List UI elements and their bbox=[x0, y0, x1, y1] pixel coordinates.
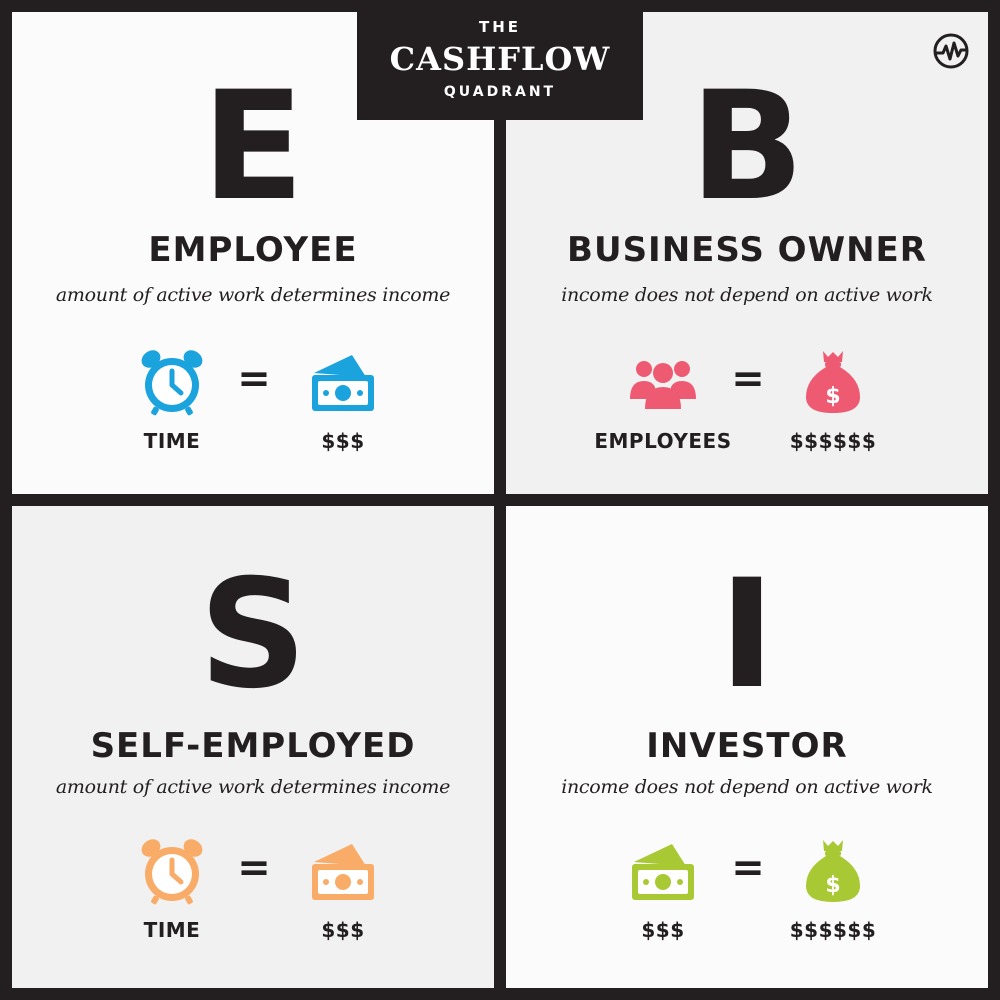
equation-left-label: TIME bbox=[143, 918, 201, 942]
alarm-clock-icon bbox=[137, 347, 207, 417]
equation-right-label: $$$$$$ bbox=[789, 429, 877, 453]
people-group-icon bbox=[628, 347, 698, 417]
equation-right-label: $$$$$$ bbox=[789, 918, 877, 942]
cash-icon bbox=[308, 836, 378, 906]
quadrant-subtitle: amount of active work determines income bbox=[55, 284, 451, 306]
svg-text:$: $ bbox=[825, 873, 840, 898]
quadrant-title: BUSINESS OWNER bbox=[567, 230, 927, 270]
quadrant-title: INVESTOR bbox=[646, 726, 848, 766]
money-bag-icon: $ bbox=[798, 347, 868, 417]
equation-right-label: $$$ bbox=[321, 918, 365, 942]
quadrant-title: SELF-EMPLOYED bbox=[90, 726, 416, 766]
cash-icon bbox=[308, 347, 378, 417]
equation-right-label: $$$ bbox=[321, 429, 365, 453]
quadrant-self-employed: S SELF-EMPLOYED amount of active work de… bbox=[12, 506, 494, 988]
svg-text:$: $ bbox=[825, 384, 840, 409]
equation-left-label: TIME bbox=[143, 429, 201, 453]
page-title: CASHFLOW bbox=[389, 40, 611, 78]
equals-sign: = bbox=[731, 356, 765, 402]
money-bag-icon: $ bbox=[798, 836, 868, 906]
income-equation: = TIME $$$ bbox=[12, 836, 494, 946]
title-prefix: THE bbox=[478, 18, 522, 36]
equation-left-label: EMPLOYEES bbox=[594, 429, 732, 453]
quadrant-investor: I INVESTOR income does not depend on act… bbox=[506, 506, 988, 988]
quadrant-business-owner: B BUSINESS OWNER income does not depend … bbox=[506, 12, 988, 494]
cash-icon bbox=[628, 836, 698, 906]
quadrant-subtitle: income does not depend on active work bbox=[561, 284, 933, 306]
title-banner: THE CASHFLOW QUADRANT bbox=[357, 0, 643, 120]
equals-sign: = bbox=[237, 356, 271, 402]
quadrant-subtitle: income does not depend on active work bbox=[561, 776, 933, 798]
equals-sign: = bbox=[237, 845, 271, 891]
quadrant-letter: I bbox=[719, 548, 775, 722]
quadrant-title: EMPLOYEE bbox=[148, 230, 358, 270]
title-suffix: QUADRANT bbox=[443, 84, 557, 100]
alarm-clock-icon bbox=[137, 836, 207, 906]
quadrant-letter: E bbox=[201, 60, 305, 234]
income-equation: = $ $$$ $$$$$$ bbox=[506, 836, 988, 946]
equation-left-label: $$$ bbox=[641, 918, 685, 942]
wealth-pulse-icon bbox=[932, 32, 970, 70]
quadrant-subtitle: amount of active work determines income bbox=[55, 776, 451, 798]
quadrant-letter: B bbox=[689, 60, 805, 234]
quadrant-letter: S bbox=[198, 548, 308, 722]
equals-sign: = bbox=[731, 845, 765, 891]
income-equation: = $ EMPLOYEES $$$$$$ bbox=[506, 347, 988, 457]
income-equation: = TIME $$$ bbox=[12, 347, 494, 457]
